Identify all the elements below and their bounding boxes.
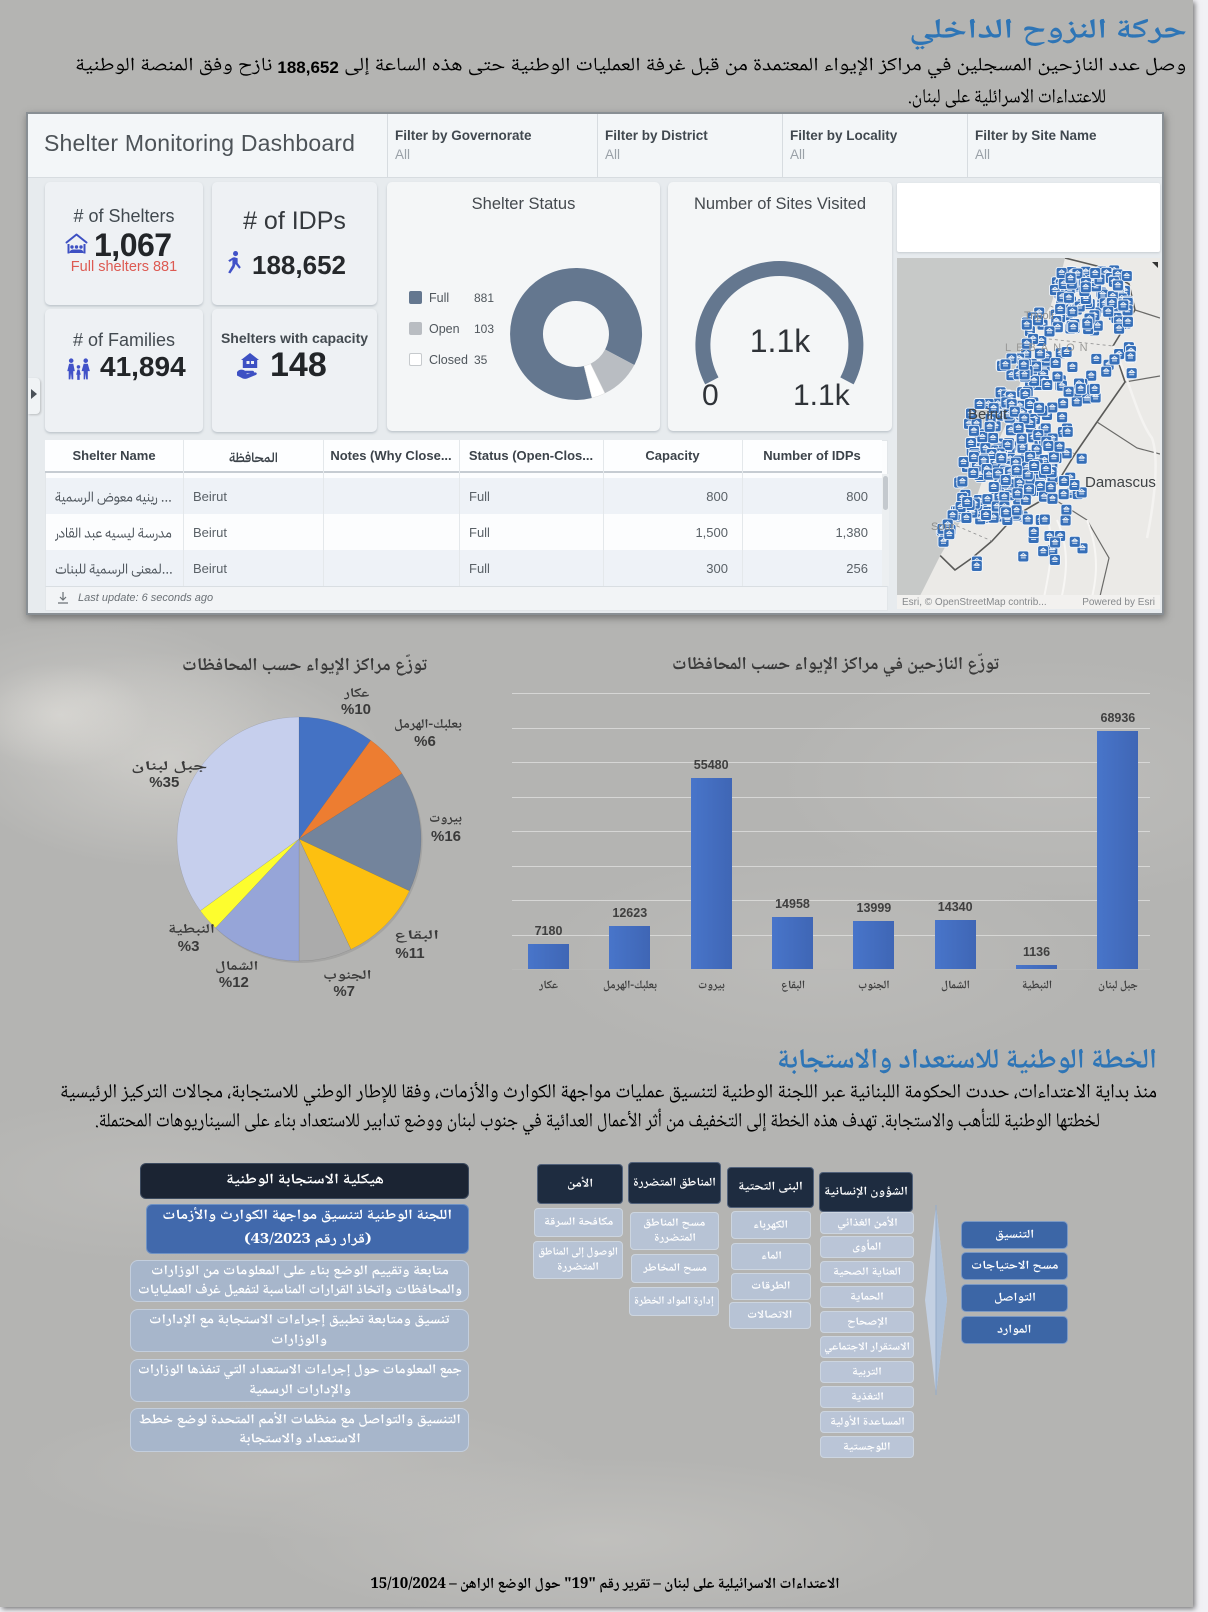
- svg-text:Beirut: Beirut: [968, 406, 1008, 423]
- svg-text:LEBANON: LEBANON: [1005, 342, 1093, 354]
- svg-text:Powered by Esri: Powered by Esri: [1082, 597, 1155, 608]
- svg-text:Damascus: Damascus: [1085, 474, 1156, 491]
- svg-text:Sour: Sour: [931, 521, 955, 533]
- svg-text:Tripoli: Tripoli: [1024, 310, 1054, 322]
- svg-text:Esri, © OpenStreetMap contrib.: Esri, © OpenStreetMap contrib...: [902, 597, 1047, 608]
